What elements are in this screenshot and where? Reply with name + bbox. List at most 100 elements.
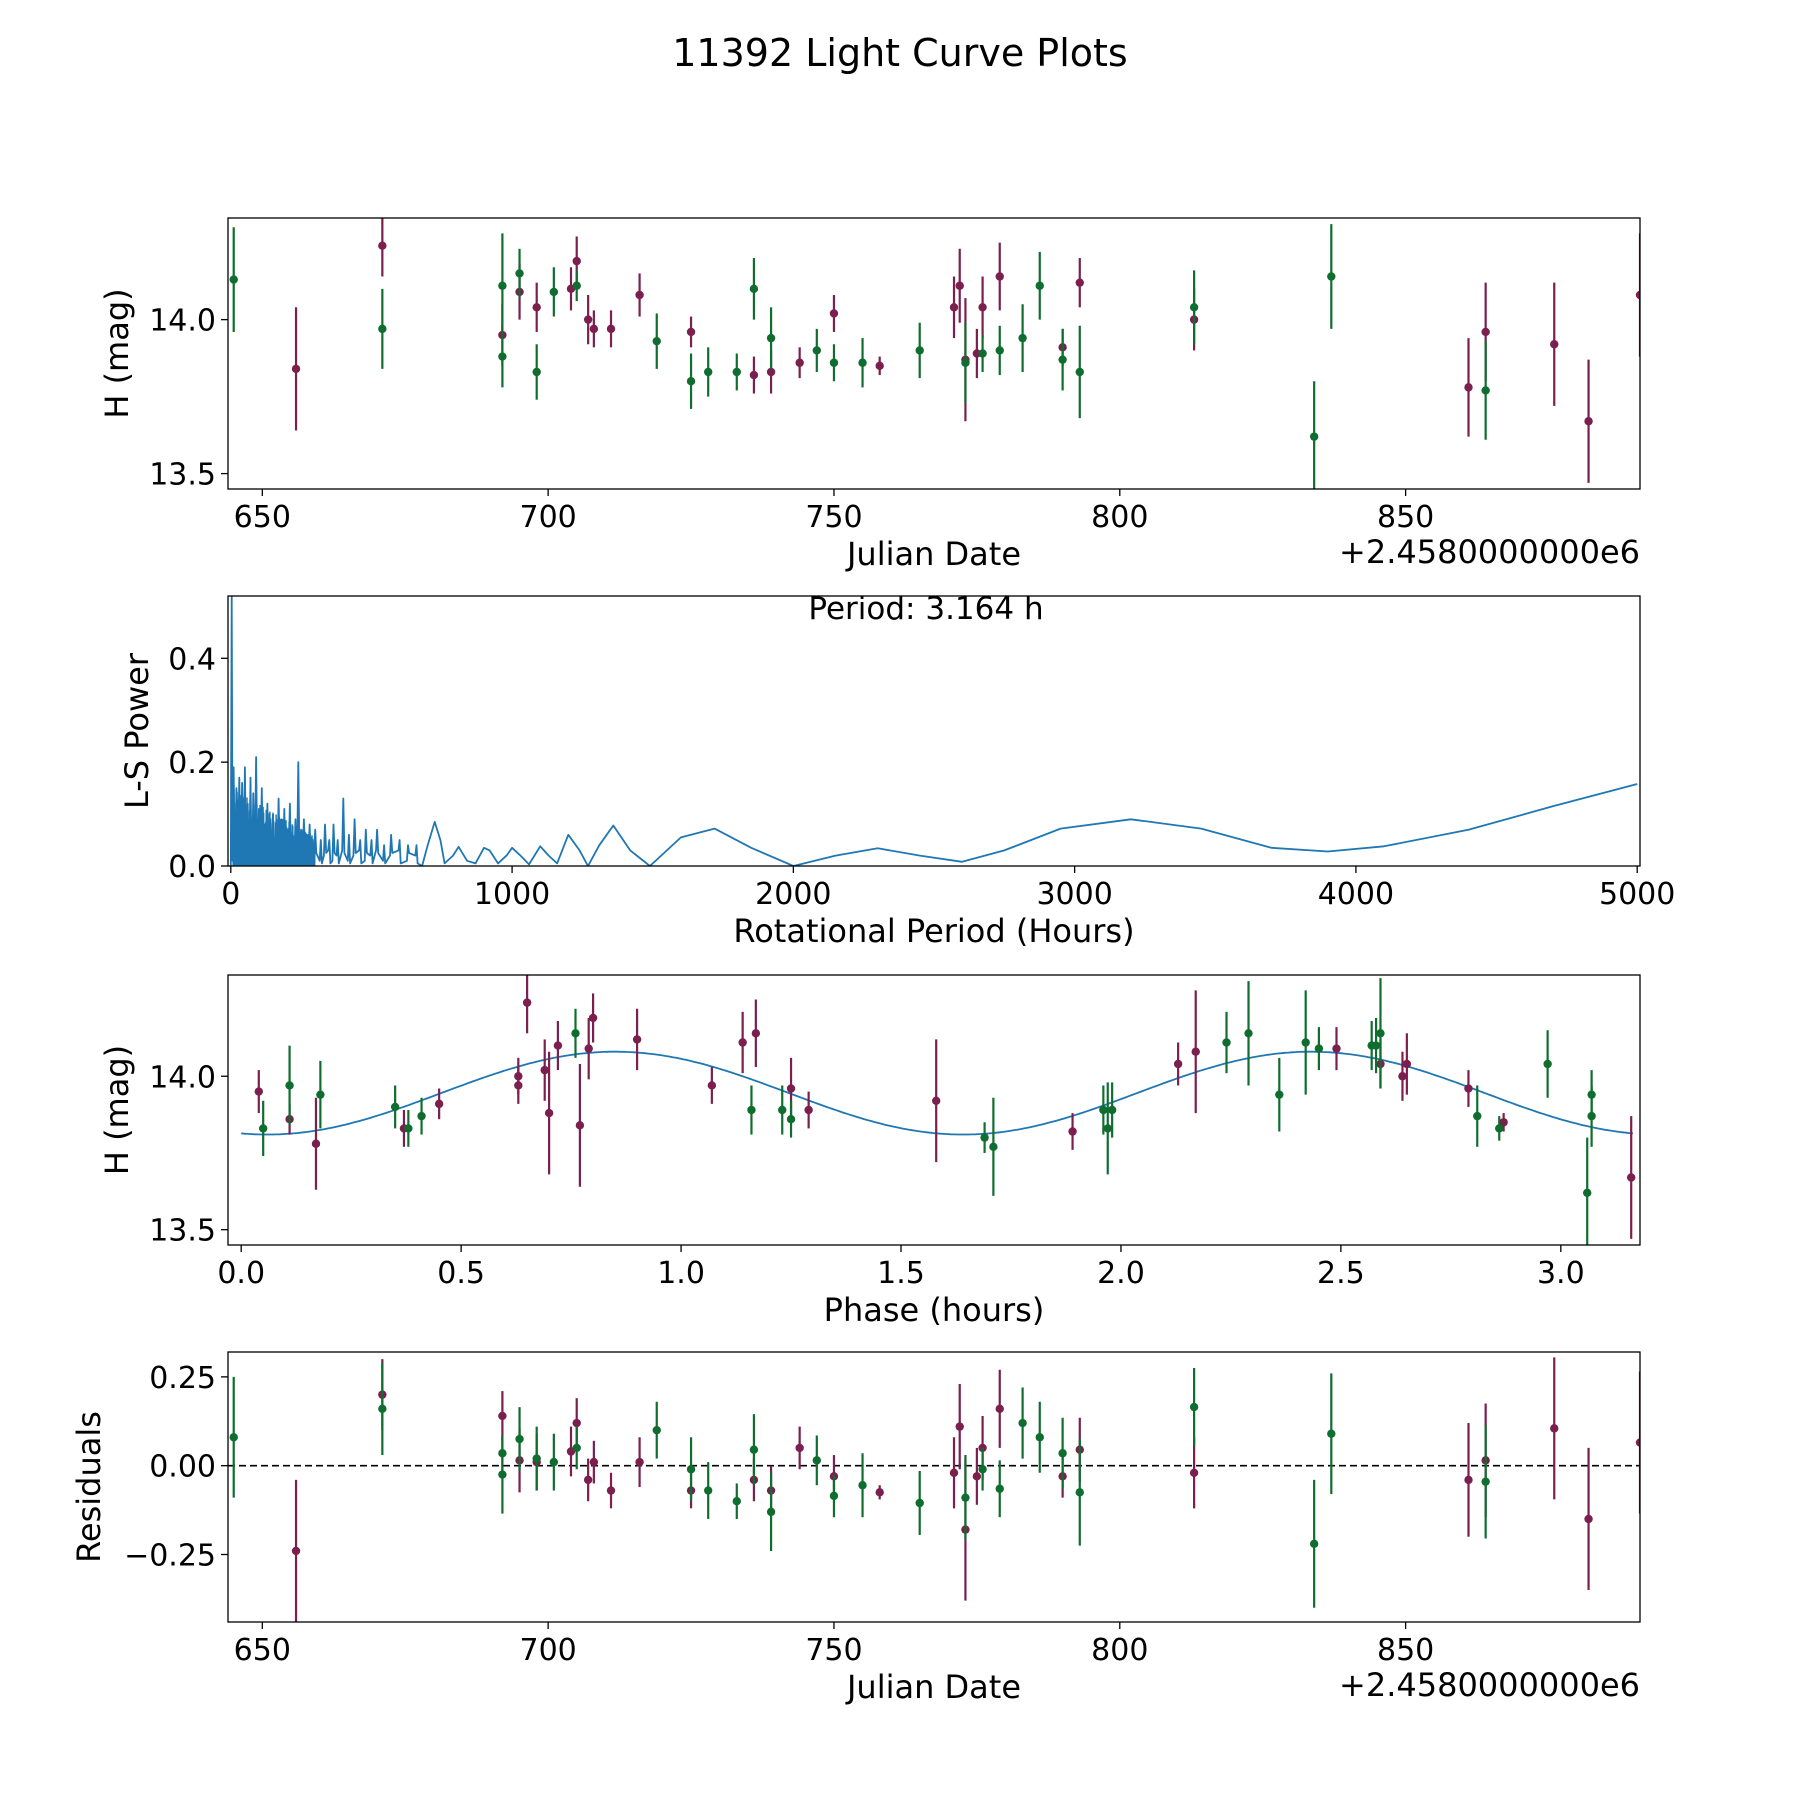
data-point [583, 1475, 593, 1485]
data-point [931, 1096, 941, 1105]
data-point [404, 1124, 413, 1133]
data-point [549, 287, 559, 297]
data-point [978, 303, 987, 312]
x-axis-label: Phase (hours) [824, 1291, 1045, 1329]
data-point [949, 303, 959, 312]
data-point [498, 281, 507, 290]
x-tick-label: 800 [1091, 1633, 1148, 1668]
data-point [1103, 1124, 1112, 1133]
data-point [1583, 1188, 1592, 1198]
x-tick-label: 1000 [474, 877, 550, 912]
axes-frame [227, 974, 1641, 1246]
data-point [1075, 278, 1084, 287]
data-point [703, 367, 713, 377]
data-point [995, 1404, 1004, 1414]
x-tick-label: 2000 [755, 877, 831, 912]
data-point [1464, 383, 1473, 392]
periodogram-noise-forest [232, 789, 316, 866]
x-tick-label: 1.5 [877, 1256, 925, 1291]
data-point [955, 1422, 964, 1431]
data-point [1550, 340, 1559, 349]
series-filter-b [258, 978, 1596, 1245]
data-point [311, 1139, 321, 1148]
panels: 650 700 750 800 850 13.5 14.0 Julian Date H (mag… [70, 217, 1675, 1706]
data-point [291, 1546, 301, 1556]
data-point [1398, 1072, 1407, 1081]
y-axis-label: L-S Power [118, 652, 156, 809]
data-point [635, 1457, 644, 1467]
series-filter-b [229, 1362, 1490, 1608]
data-point [583, 315, 593, 324]
data-point [1635, 290, 1640, 300]
data-point [732, 1497, 741, 1506]
x-tick-label: 750 [805, 500, 862, 535]
data-point [1191, 1047, 1200, 1056]
data-point [1189, 1468, 1199, 1477]
data-point [778, 1105, 787, 1115]
axes-frame [227, 595, 1641, 867]
data-point [1068, 1127, 1077, 1136]
data-point [829, 309, 839, 318]
data-point [972, 1472, 982, 1481]
data-point [572, 1418, 581, 1428]
data-point [498, 352, 507, 361]
data-point [589, 324, 599, 334]
data-point [961, 358, 970, 367]
period-annotation: Period: 3.164 h [808, 591, 1043, 627]
y-axis-label: H (mag) [98, 1045, 136, 1175]
data-point [786, 1084, 796, 1093]
data-point [1035, 281, 1044, 290]
figure-title: 11392 Light Curve Plots [672, 31, 1127, 75]
x-tick-label: 1.0 [657, 1256, 705, 1291]
data-point [635, 290, 644, 300]
data-point [915, 1498, 924, 1508]
x-tick-label: 700 [519, 500, 576, 535]
data-point [686, 327, 696, 337]
data-point [1173, 1059, 1183, 1069]
data-point [1189, 1402, 1199, 1412]
x-axis-label: Julian Date [845, 535, 1021, 573]
data-point [652, 1425, 661, 1435]
data-point [766, 333, 776, 343]
plot-area [241, 975, 1636, 1245]
data-point [291, 364, 301, 374]
data-point [254, 1087, 263, 1096]
data-point [378, 1404, 387, 1414]
data-point [961, 1493, 970, 1502]
data-point [571, 1029, 580, 1038]
x-tick-label: 0.0 [217, 1256, 265, 1291]
data-point [1332, 1044, 1341, 1053]
data-point [1222, 1038, 1231, 1047]
plot-area [229, 218, 1640, 489]
data-point [652, 336, 661, 346]
x-tick-label: 850 [1377, 1633, 1434, 1668]
data-point [606, 1486, 616, 1495]
data-point [378, 241, 387, 250]
panel-residuals: 650 700 750 800 850 −0.25 0.00 0.25 Julian Date R… [70, 1351, 1641, 1706]
data-point [749, 1445, 759, 1454]
x-tick-label: 2.5 [1317, 1256, 1365, 1291]
data-point [532, 1454, 541, 1463]
data-point [285, 1081, 294, 1090]
data-point [978, 1465, 987, 1474]
data-point [1376, 1029, 1385, 1038]
x-tick-label: 850 [1377, 500, 1434, 535]
data-point [1075, 367, 1084, 377]
data-point [812, 1456, 822, 1465]
x-offset-label: +2.4580000000e6 [1339, 533, 1640, 571]
x-tick-label: 700 [519, 1633, 576, 1668]
x-tick-label: 750 [805, 1633, 862, 1668]
data-point [584, 1044, 593, 1053]
data-point [829, 358, 839, 367]
axes-frame [227, 1351, 1641, 1623]
data-point [258, 1124, 268, 1133]
data-point [1327, 1429, 1336, 1438]
y-tick-label: 14.0 [149, 1060, 216, 1095]
data-point [515, 1434, 524, 1444]
data-point [1035, 1433, 1044, 1442]
y-tick-label: 13.5 [149, 458, 216, 493]
data-point [749, 370, 759, 380]
data-point [858, 1481, 867, 1490]
data-point [738, 1038, 747, 1047]
